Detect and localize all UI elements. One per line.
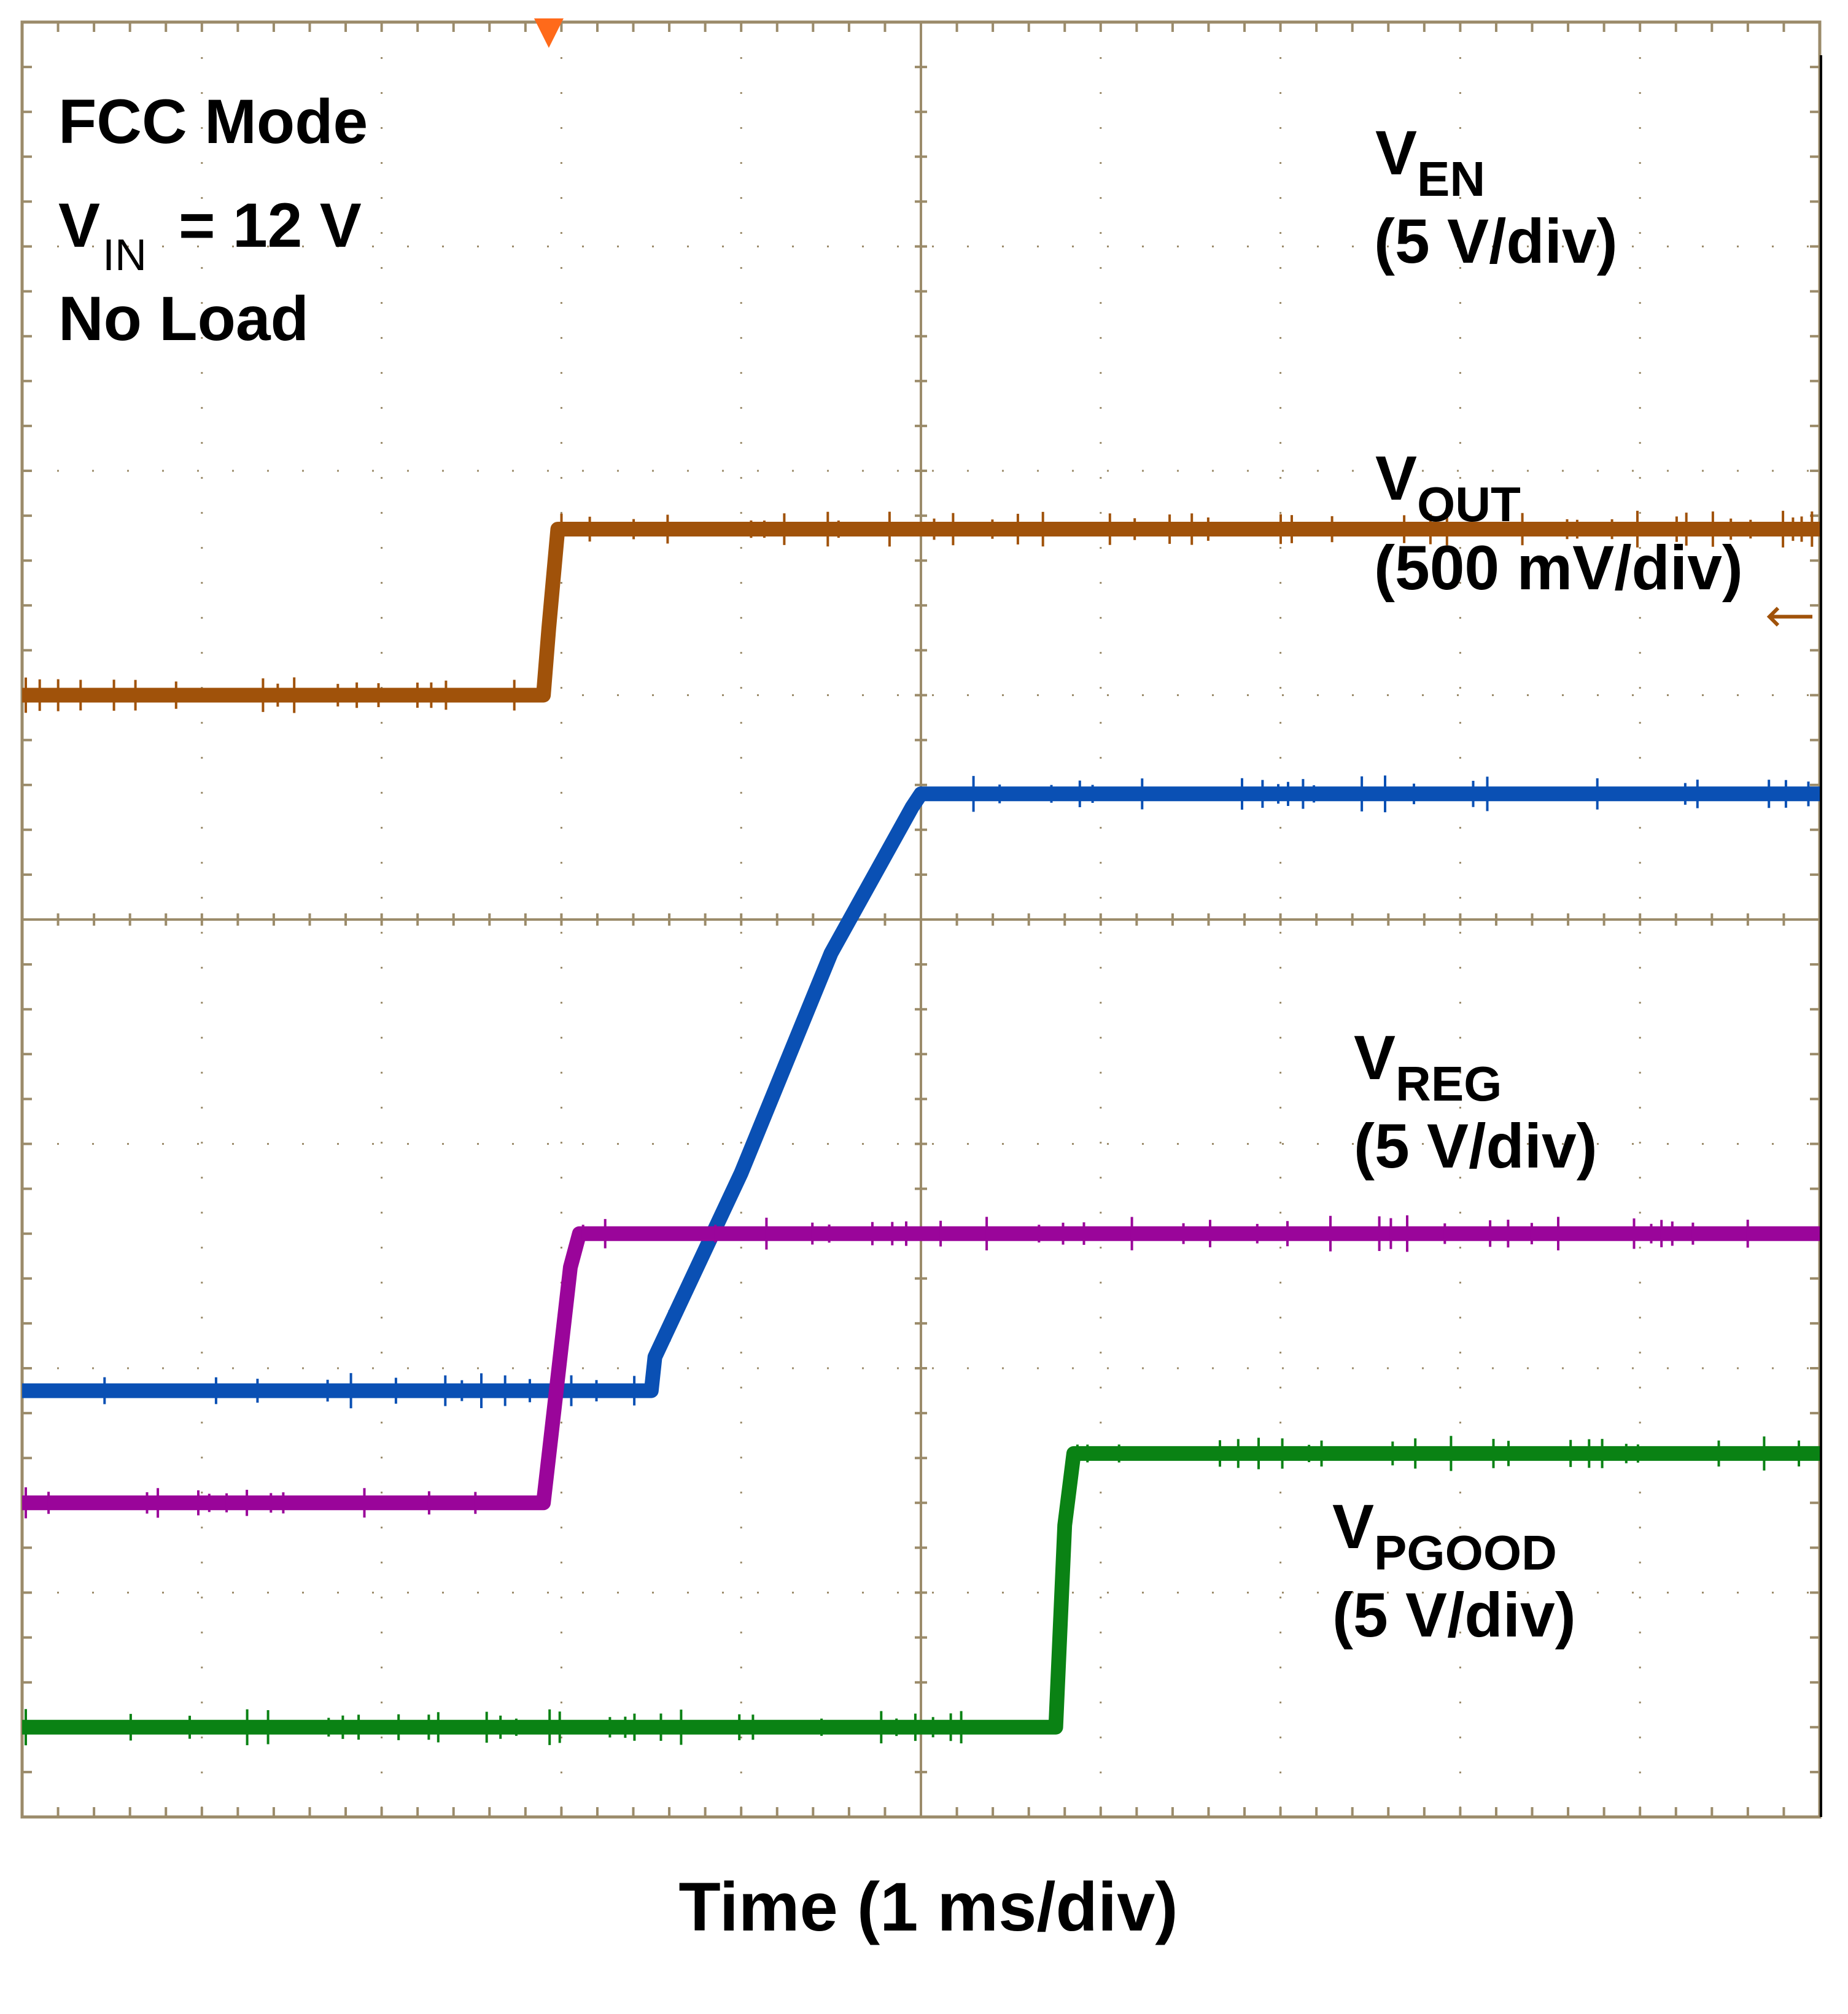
waveform-traces: [22, 511, 1820, 1746]
trace-reg: [22, 1226, 1820, 1511]
channel-label-en: VEN (5 V/div): [1374, 118, 1618, 276]
channel-label-out: VOUT (500 mV/div): [1374, 443, 1743, 603]
trace-noise-en: [25, 511, 1814, 713]
out-subscript: OUT: [1417, 477, 1521, 532]
vin-label: VIN = 12 V: [58, 190, 362, 280]
trace-noise-out: [103, 775, 1810, 1409]
reg-label-name: VREG: [1354, 1023, 1502, 1111]
reg-subscript: REG: [1396, 1056, 1502, 1111]
minor-ticks: [22, 22, 1820, 1817]
vin-subscript: IN: [103, 231, 147, 280]
out-label-name: VOUT: [1375, 443, 1521, 532]
trace-out: [22, 786, 1820, 1398]
trace-noise-pgood: [25, 1436, 1800, 1746]
vin-value: = 12 V: [179, 190, 362, 260]
load-label: No Load: [58, 284, 309, 354]
en-label-scale: (5 V/div): [1374, 206, 1618, 276]
en-label-name: VEN: [1375, 118, 1485, 206]
trace-noise-reg: [25, 1215, 1749, 1519]
conditions-annotation: FCC Mode VIN = 12 V No Load: [58, 87, 368, 354]
out-label-scale: (500 mV/div): [1374, 533, 1743, 603]
en-subscript: EN: [1417, 152, 1485, 206]
channel-label-reg: VREG (5 V/div): [1354, 1023, 1598, 1181]
reference-arrow-icon: [1766, 606, 1812, 627]
reg-label-scale: (5 V/div): [1354, 1111, 1598, 1181]
mode-label: FCC Mode: [58, 87, 368, 157]
channel-label-pgood: VPGOOD (5 V/div): [1332, 1492, 1576, 1650]
pgood-label-name: VPGOOD: [1332, 1492, 1557, 1580]
x-axis-label: Time (1 ms/div): [678, 1869, 1178, 1945]
pgood-subscript: PGOOD: [1374, 1525, 1557, 1580]
grid: [20, 20, 1822, 1819]
trigger-marker-icon: [534, 18, 564, 48]
pgood-label-scale: (5 V/div): [1332, 1580, 1576, 1650]
trace-en: [22, 522, 1820, 703]
